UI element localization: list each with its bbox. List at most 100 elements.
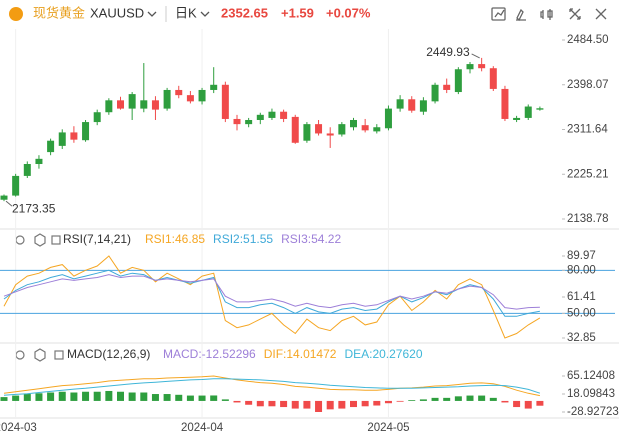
macd-bar bbox=[501, 400, 509, 403]
legend-entry: MACD:-12.52296 bbox=[163, 347, 256, 361]
candle-body bbox=[117, 100, 124, 109]
candle-body bbox=[513, 117, 521, 120]
caret[interactable] bbox=[200, 11, 210, 17]
y-tick-label: 80.00 bbox=[567, 264, 596, 276]
candle-body bbox=[536, 108, 544, 110]
macd-bar bbox=[256, 400, 264, 407]
candle-body bbox=[419, 100, 427, 112]
macd-bar bbox=[198, 395, 206, 401]
instrument-name[interactable]: 现货黄金 bbox=[33, 5, 85, 20]
macd-bar bbox=[175, 394, 183, 401]
symbol[interactable]: XAUUSD bbox=[90, 5, 144, 20]
macd-bar bbox=[35, 393, 43, 401]
candle-body bbox=[128, 94, 136, 109]
candle-body bbox=[221, 84, 229, 119]
candle-body bbox=[105, 100, 113, 113]
y-tick-label: 65.12408 bbox=[567, 370, 615, 382]
macd-bar bbox=[338, 400, 346, 409]
candle-body bbox=[140, 100, 148, 109]
macd-bar bbox=[268, 400, 276, 407]
candle-body bbox=[501, 88, 509, 119]
macd-bar bbox=[536, 400, 544, 406]
macd-bar bbox=[221, 399, 229, 401]
x-tick-label: 2024-03 bbox=[0, 422, 37, 434]
caret[interactable] bbox=[147, 11, 157, 17]
candle-body bbox=[303, 124, 311, 141]
y-tick-label: 61.41 bbox=[567, 291, 596, 303]
rsi-line bbox=[3, 255, 541, 339]
candle-body bbox=[268, 111, 276, 118]
icon bbox=[494, 9, 505, 18]
macd-bar bbox=[291, 400, 299, 409]
macd-bar bbox=[12, 395, 20, 401]
candle-body bbox=[151, 100, 159, 110]
indicator-button[interactable] bbox=[491, 7, 506, 21]
candle-body bbox=[245, 119, 253, 125]
macd-bar bbox=[384, 400, 392, 404]
params-button[interactable] bbox=[54, 350, 64, 360]
macd-bar bbox=[163, 394, 171, 401]
y-tick-label: 50.00 bbox=[567, 307, 596, 319]
macd-bar bbox=[151, 394, 159, 401]
candle-body bbox=[163, 89, 171, 109]
extreme-pointer bbox=[471, 53, 480, 59]
macd-bar bbox=[419, 399, 427, 401]
macd-bar bbox=[350, 400, 357, 408]
candle-body bbox=[489, 68, 497, 89]
candle-body bbox=[443, 84, 451, 90]
macd-bar bbox=[93, 391, 101, 401]
macd-bar bbox=[70, 392, 78, 401]
macd-bar bbox=[396, 400, 404, 402]
macd-bar bbox=[105, 390, 113, 401]
y-tick-label: 18.09843 bbox=[567, 388, 615, 400]
candle-body bbox=[408, 99, 416, 111]
candle-button[interactable] bbox=[540, 9, 553, 20]
macd-bar bbox=[117, 391, 124, 401]
candle-body bbox=[256, 114, 264, 120]
macd-bar bbox=[454, 396, 462, 401]
low-label: 2173.35 bbox=[12, 201, 56, 215]
candle-body bbox=[0, 195, 8, 200]
legend-entry: RSI2:51.55 bbox=[213, 232, 273, 246]
candle-body bbox=[82, 122, 90, 141]
macd-bar bbox=[128, 392, 136, 401]
visibility-button[interactable] bbox=[15, 235, 25, 245]
candle-body bbox=[326, 133, 334, 136]
high-label: 2449.93 bbox=[426, 45, 470, 59]
legend-entry: RSI1:46.85 bbox=[145, 232, 205, 246]
y-tick-label: 2225.21 bbox=[567, 168, 609, 180]
logo bbox=[9, 7, 23, 21]
candle-body bbox=[291, 116, 299, 143]
legend-entry: DIF:14.01472 bbox=[264, 347, 337, 361]
macd-bar bbox=[361, 400, 369, 407]
x-tick-label: 2024-05 bbox=[367, 422, 409, 434]
change: +1.59 bbox=[281, 5, 314, 20]
candle-body bbox=[93, 112, 101, 123]
toolbar bbox=[491, 7, 607, 22]
settings-button[interactable] bbox=[34, 348, 46, 362]
macd-bar bbox=[524, 400, 532, 409]
macd-bar bbox=[140, 392, 148, 401]
macd-bar bbox=[408, 400, 416, 401]
macd-title: MACD(12,26,9) bbox=[67, 347, 150, 361]
period[interactable]: 日K bbox=[175, 5, 197, 20]
macd-bar bbox=[210, 395, 218, 401]
draw-button[interactable] bbox=[516, 8, 526, 22]
macd-bar bbox=[513, 400, 521, 408]
y-tick-label: 2484.50 bbox=[567, 34, 609, 46]
macd-line bbox=[3, 378, 541, 396]
visibility-button[interactable] bbox=[15, 350, 25, 360]
macd-bar bbox=[431, 397, 439, 401]
candle-body bbox=[186, 95, 194, 102]
candle-body bbox=[47, 140, 55, 153]
close-button[interactable] bbox=[595, 8, 607, 20]
y-tick-label: 2311.64 bbox=[567, 124, 608, 136]
macd-bar bbox=[315, 400, 323, 412]
params-button[interactable] bbox=[51, 235, 61, 245]
settings-button[interactable] bbox=[34, 233, 46, 247]
fullscreen-button[interactable] bbox=[569, 8, 581, 20]
candle-body bbox=[35, 158, 43, 165]
candle-body bbox=[23, 164, 31, 176]
y-tick-label: -28.92723 bbox=[567, 406, 619, 418]
candle-body bbox=[431, 84, 439, 102]
